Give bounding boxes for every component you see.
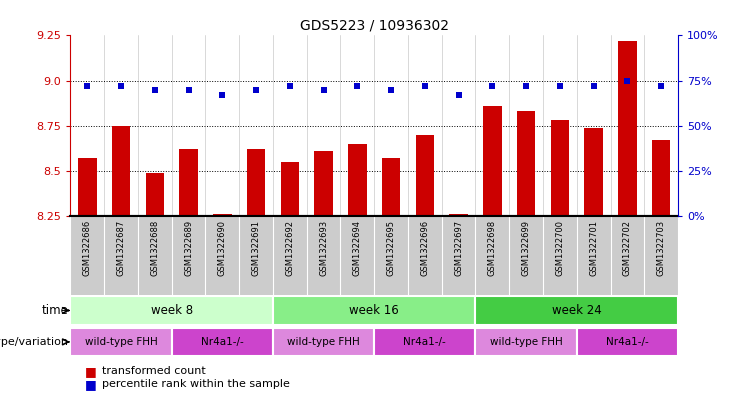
Bar <box>273 296 476 325</box>
Bar <box>247 149 265 216</box>
Text: ■: ■ <box>85 365 97 378</box>
Text: Nr4a1-/-: Nr4a1-/- <box>403 337 446 347</box>
Text: GSM1322695: GSM1322695 <box>387 220 396 276</box>
Text: time: time <box>41 304 69 317</box>
Text: GSM1322691: GSM1322691 <box>251 220 261 276</box>
Bar <box>179 149 198 216</box>
Bar <box>576 328 678 356</box>
Text: wild-type FHH: wild-type FHH <box>490 337 562 347</box>
Bar <box>78 158 96 216</box>
Text: ■: ■ <box>85 378 97 391</box>
Text: wild-type FHH: wild-type FHH <box>84 337 157 347</box>
Text: percentile rank within the sample: percentile rank within the sample <box>102 379 290 389</box>
Text: GSM1322688: GSM1322688 <box>150 220 159 276</box>
Text: genotype/variation: genotype/variation <box>0 337 69 347</box>
Bar <box>483 106 502 216</box>
Text: GSM1322686: GSM1322686 <box>83 220 92 276</box>
Text: GSM1322702: GSM1322702 <box>623 220 632 276</box>
Bar <box>516 111 536 216</box>
Bar <box>145 173 164 216</box>
Text: GSM1322694: GSM1322694 <box>353 220 362 276</box>
Text: GSM1322697: GSM1322697 <box>454 220 463 276</box>
Bar <box>112 126 130 216</box>
Bar <box>476 328 576 356</box>
Text: GSM1322703: GSM1322703 <box>657 220 665 276</box>
Bar <box>416 135 434 216</box>
Text: GSM1322692: GSM1322692 <box>285 220 294 276</box>
Text: week 8: week 8 <box>150 304 193 317</box>
Text: Nr4a1-/-: Nr4a1-/- <box>201 337 244 347</box>
Bar <box>281 162 299 216</box>
Text: GSM1322690: GSM1322690 <box>218 220 227 276</box>
Bar <box>585 128 603 216</box>
Bar <box>172 328 273 356</box>
Bar <box>213 214 232 216</box>
Bar <box>374 328 476 356</box>
Bar <box>382 158 400 216</box>
Text: GSM1322699: GSM1322699 <box>522 220 531 276</box>
Text: transformed count: transformed count <box>102 366 205 376</box>
Text: wild-type FHH: wild-type FHH <box>288 337 360 347</box>
Bar <box>652 140 671 216</box>
Text: week 24: week 24 <box>552 304 602 317</box>
Text: GSM1322687: GSM1322687 <box>116 220 125 276</box>
Bar <box>449 214 468 216</box>
Bar <box>70 328 172 356</box>
Bar <box>551 120 569 216</box>
Bar <box>618 41 637 216</box>
Text: GSM1322700: GSM1322700 <box>555 220 565 276</box>
Text: GSM1322693: GSM1322693 <box>319 220 328 276</box>
Text: week 16: week 16 <box>349 304 399 317</box>
Bar <box>476 296 678 325</box>
Text: GSM1322689: GSM1322689 <box>184 220 193 276</box>
Bar <box>273 328 374 356</box>
Title: GDS5223 / 10936302: GDS5223 / 10936302 <box>299 19 449 33</box>
Text: Nr4a1-/-: Nr4a1-/- <box>606 337 649 347</box>
Text: GSM1322696: GSM1322696 <box>420 220 429 276</box>
Bar <box>314 151 333 216</box>
Bar <box>348 144 367 216</box>
Text: GSM1322701: GSM1322701 <box>589 220 598 276</box>
Bar <box>70 296 273 325</box>
Text: GSM1322698: GSM1322698 <box>488 220 497 276</box>
